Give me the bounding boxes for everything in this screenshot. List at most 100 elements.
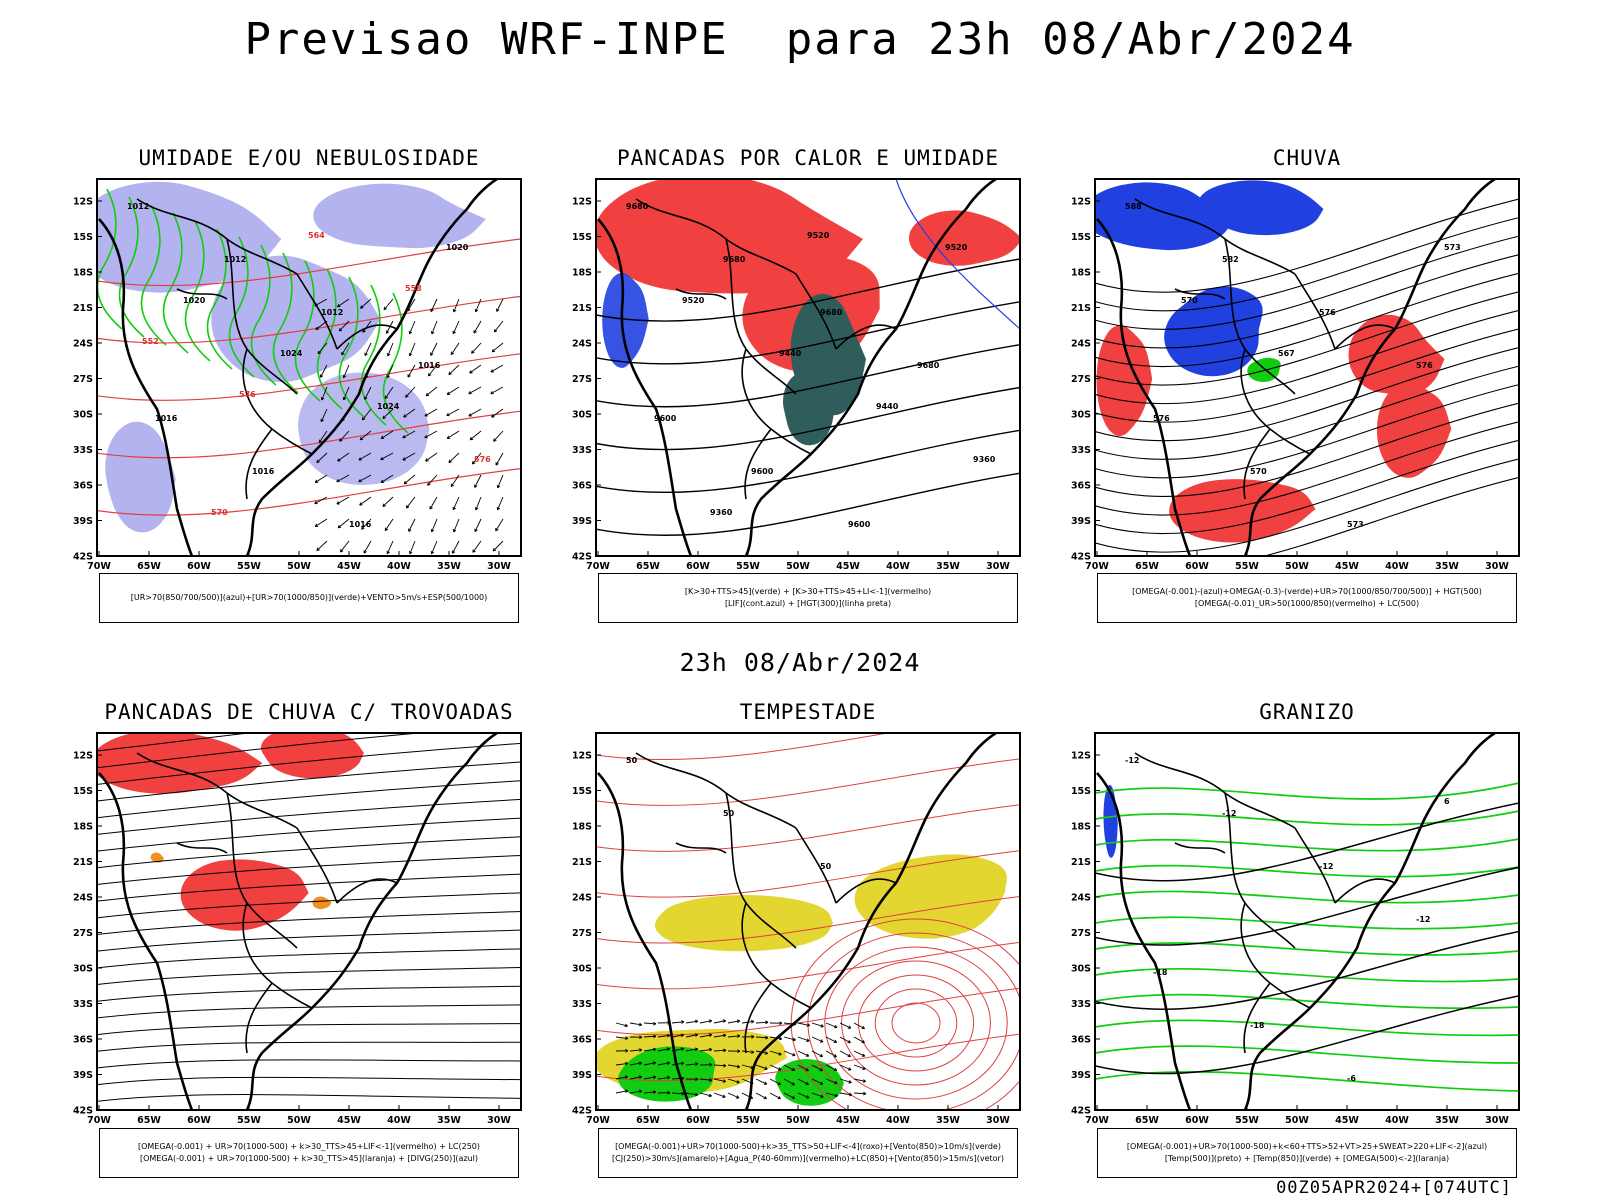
wind-vector — [797, 1036, 810, 1042]
contour-line — [1095, 217, 1519, 312]
contour-line — [596, 941, 1020, 990]
wind-vector — [450, 474, 460, 487]
contour-line — [596, 472, 1020, 537]
vector-head — [425, 458, 429, 462]
vector-head — [471, 350, 475, 354]
contour-line — [97, 410, 521, 459]
vector-head — [737, 1049, 741, 1054]
vector-head — [430, 308, 434, 313]
contour-line — [1095, 384, 1519, 479]
shaded-area — [313, 183, 486, 249]
vector-head — [337, 458, 341, 462]
wind-vector — [769, 1078, 781, 1086]
wind-vector — [407, 364, 416, 378]
vector-head — [791, 1067, 796, 1071]
lon-label: 70W — [87, 561, 111, 572]
lat-label: 15S — [73, 232, 93, 243]
vector-head — [471, 461, 476, 465]
contour-line — [1095, 291, 1519, 386]
wind-vector — [783, 1036, 796, 1041]
vector-head — [496, 308, 500, 312]
vector-head — [429, 506, 433, 510]
lat-label: 24S — [1071, 339, 1091, 350]
wind-vector — [314, 474, 328, 483]
vector-head — [666, 1075, 671, 1080]
contour-line — [97, 295, 521, 344]
wind-vector — [359, 430, 372, 441]
vector-head — [424, 413, 428, 417]
wind-vector — [769, 1064, 782, 1071]
contour-label: 573 — [1444, 243, 1461, 252]
humidity-contour — [97, 188, 123, 330]
wind-vector — [713, 1020, 726, 1024]
lat-label: 21S — [73, 303, 93, 314]
contour-line — [596, 301, 1020, 365]
wind-vector — [839, 1078, 852, 1083]
vector-head — [778, 1036, 783, 1041]
wind-vector — [699, 1078, 712, 1081]
lat-label: 18S — [1071, 268, 1091, 279]
wind-vector — [430, 298, 438, 312]
wind-vector — [446, 386, 460, 395]
vector-head — [451, 550, 456, 554]
wind-vector — [359, 496, 372, 506]
lat-label: 39S — [572, 516, 592, 527]
vector-head — [765, 1020, 769, 1025]
vector-head — [425, 392, 430, 397]
temp850-contour — [1095, 916, 1519, 930]
contour-label: 50 — [723, 809, 735, 818]
lon-label: 50W — [786, 1115, 810, 1126]
shaded-area — [298, 372, 430, 485]
vector-head — [384, 395, 389, 400]
wind-vector — [671, 1062, 684, 1066]
wind-vector — [615, 1076, 628, 1080]
temp850-contour — [1095, 1019, 1519, 1037]
vector-head — [695, 1077, 699, 1082]
lon-label: 40W — [1385, 1115, 1409, 1126]
vector-head — [495, 527, 499, 532]
lat-label: 30S — [1071, 410, 1091, 421]
lat-label: 21S — [572, 857, 592, 868]
lon-label: 60W — [187, 561, 211, 572]
wind-vector — [713, 1049, 727, 1052]
run-timestamp: 00Z05APR2024+[074UTC] — [1276, 1178, 1512, 1198]
contour-label: 9680 — [820, 308, 843, 317]
lon-label: 45W — [1335, 561, 1359, 572]
lat-label: 42S — [1071, 552, 1091, 563]
vector-head — [468, 413, 472, 417]
lat-label: 30S — [572, 964, 592, 975]
temp850-contour — [1095, 782, 1519, 800]
vector-head — [624, 1075, 629, 1079]
lon-label: 30W — [986, 1115, 1010, 1126]
lat-label: 18S — [572, 268, 592, 279]
wind-vector — [825, 1050, 837, 1058]
contour-label: 9680 — [917, 361, 940, 370]
streamline — [97, 854, 521, 885]
vector-head — [833, 1053, 837, 1058]
wind-vector — [713, 1034, 726, 1038]
vector-head — [723, 1048, 727, 1053]
wind-vector — [629, 1090, 642, 1094]
vector-head — [319, 374, 324, 378]
lat-label: 21S — [73, 857, 93, 868]
contour-line — [1095, 402, 1519, 497]
lon-label: 35W — [437, 1115, 461, 1126]
lon-label: 30W — [986, 561, 1010, 572]
legend-box: [OMEGA(-0.001)-(azul)+OMEGA(-0.3)-(verde… — [1097, 573, 1517, 623]
wind-vector — [491, 342, 504, 353]
vector-head — [709, 1062, 713, 1067]
humidity-contour — [272, 252, 299, 394]
lon-label: 55W — [736, 1115, 760, 1126]
legend-line: [OMEGA(-0.001) + UR>70(1000-500) + k>30_… — [139, 1154, 479, 1163]
vector-head — [638, 1022, 643, 1027]
wind-vector — [685, 1063, 698, 1066]
wind-vector — [473, 320, 482, 334]
lon-label: 40W — [387, 561, 411, 572]
lat-label: 42S — [73, 552, 93, 563]
vector-head — [723, 1063, 727, 1068]
wind-vector — [405, 386, 416, 398]
vector-head — [791, 1081, 795, 1086]
lon-label: 50W — [287, 561, 311, 572]
wind-vector — [469, 364, 482, 374]
